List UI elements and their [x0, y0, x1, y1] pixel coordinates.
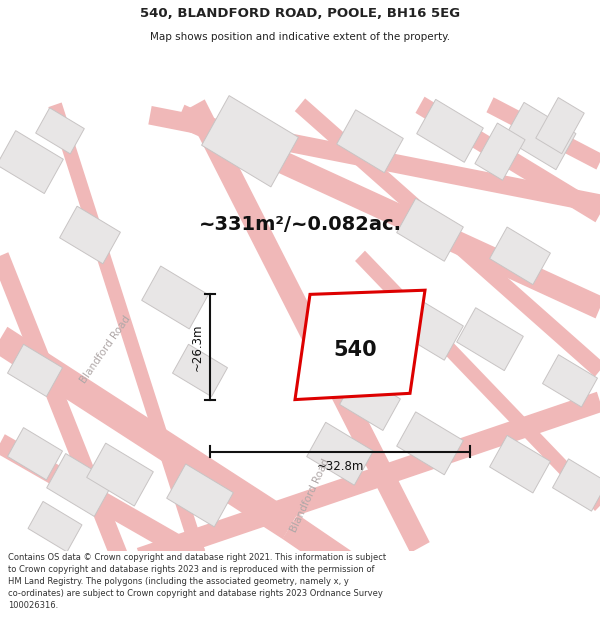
Polygon shape: [504, 102, 576, 170]
Text: Blandford Road: Blandford Road: [289, 457, 331, 534]
Polygon shape: [59, 206, 121, 264]
Polygon shape: [47, 454, 113, 516]
Polygon shape: [397, 412, 463, 475]
Text: ~331m²/~0.082ac.: ~331m²/~0.082ac.: [199, 215, 401, 234]
Polygon shape: [536, 98, 584, 154]
Polygon shape: [475, 123, 525, 180]
Polygon shape: [167, 464, 233, 527]
Polygon shape: [148, 106, 600, 213]
Polygon shape: [202, 96, 298, 187]
Polygon shape: [283, 514, 428, 625]
Polygon shape: [295, 290, 425, 399]
Polygon shape: [355, 251, 600, 511]
Polygon shape: [0, 131, 64, 194]
Polygon shape: [35, 107, 85, 154]
Polygon shape: [397, 298, 463, 360]
Text: Contains OS data © Crown copyright and database right 2021. This information is : Contains OS data © Crown copyright and d…: [8, 554, 386, 609]
Text: Blandford Road: Blandford Road: [78, 314, 132, 385]
Polygon shape: [457, 308, 523, 371]
Polygon shape: [185, 99, 430, 553]
Polygon shape: [8, 428, 62, 480]
Polygon shape: [490, 436, 550, 493]
Polygon shape: [0, 327, 298, 539]
Text: ~26.3m: ~26.3m: [191, 323, 203, 371]
Polygon shape: [490, 227, 550, 284]
Text: ~32.8m: ~32.8m: [316, 460, 364, 472]
Polygon shape: [487, 98, 600, 169]
Text: Map shows position and indicative extent of the property.: Map shows position and indicative extent…: [150, 32, 450, 42]
Polygon shape: [86, 443, 154, 506]
Polygon shape: [28, 501, 82, 552]
Polygon shape: [337, 110, 403, 173]
Polygon shape: [415, 97, 600, 222]
Polygon shape: [8, 344, 62, 397]
Polygon shape: [0, 434, 205, 567]
Polygon shape: [340, 373, 400, 431]
Polygon shape: [142, 266, 208, 329]
Polygon shape: [307, 422, 373, 485]
Polygon shape: [137, 392, 600, 568]
Polygon shape: [295, 99, 600, 377]
Polygon shape: [173, 344, 227, 397]
Polygon shape: [416, 99, 484, 162]
Polygon shape: [397, 198, 463, 261]
Text: 540, BLANDFORD ROAD, POOLE, BH16 5EG: 540, BLANDFORD ROAD, POOLE, BH16 5EG: [140, 7, 460, 20]
Polygon shape: [0, 253, 128, 561]
Polygon shape: [542, 354, 598, 407]
Polygon shape: [176, 105, 600, 318]
Text: 540: 540: [333, 339, 377, 359]
Polygon shape: [49, 102, 206, 560]
Polygon shape: [553, 459, 600, 511]
